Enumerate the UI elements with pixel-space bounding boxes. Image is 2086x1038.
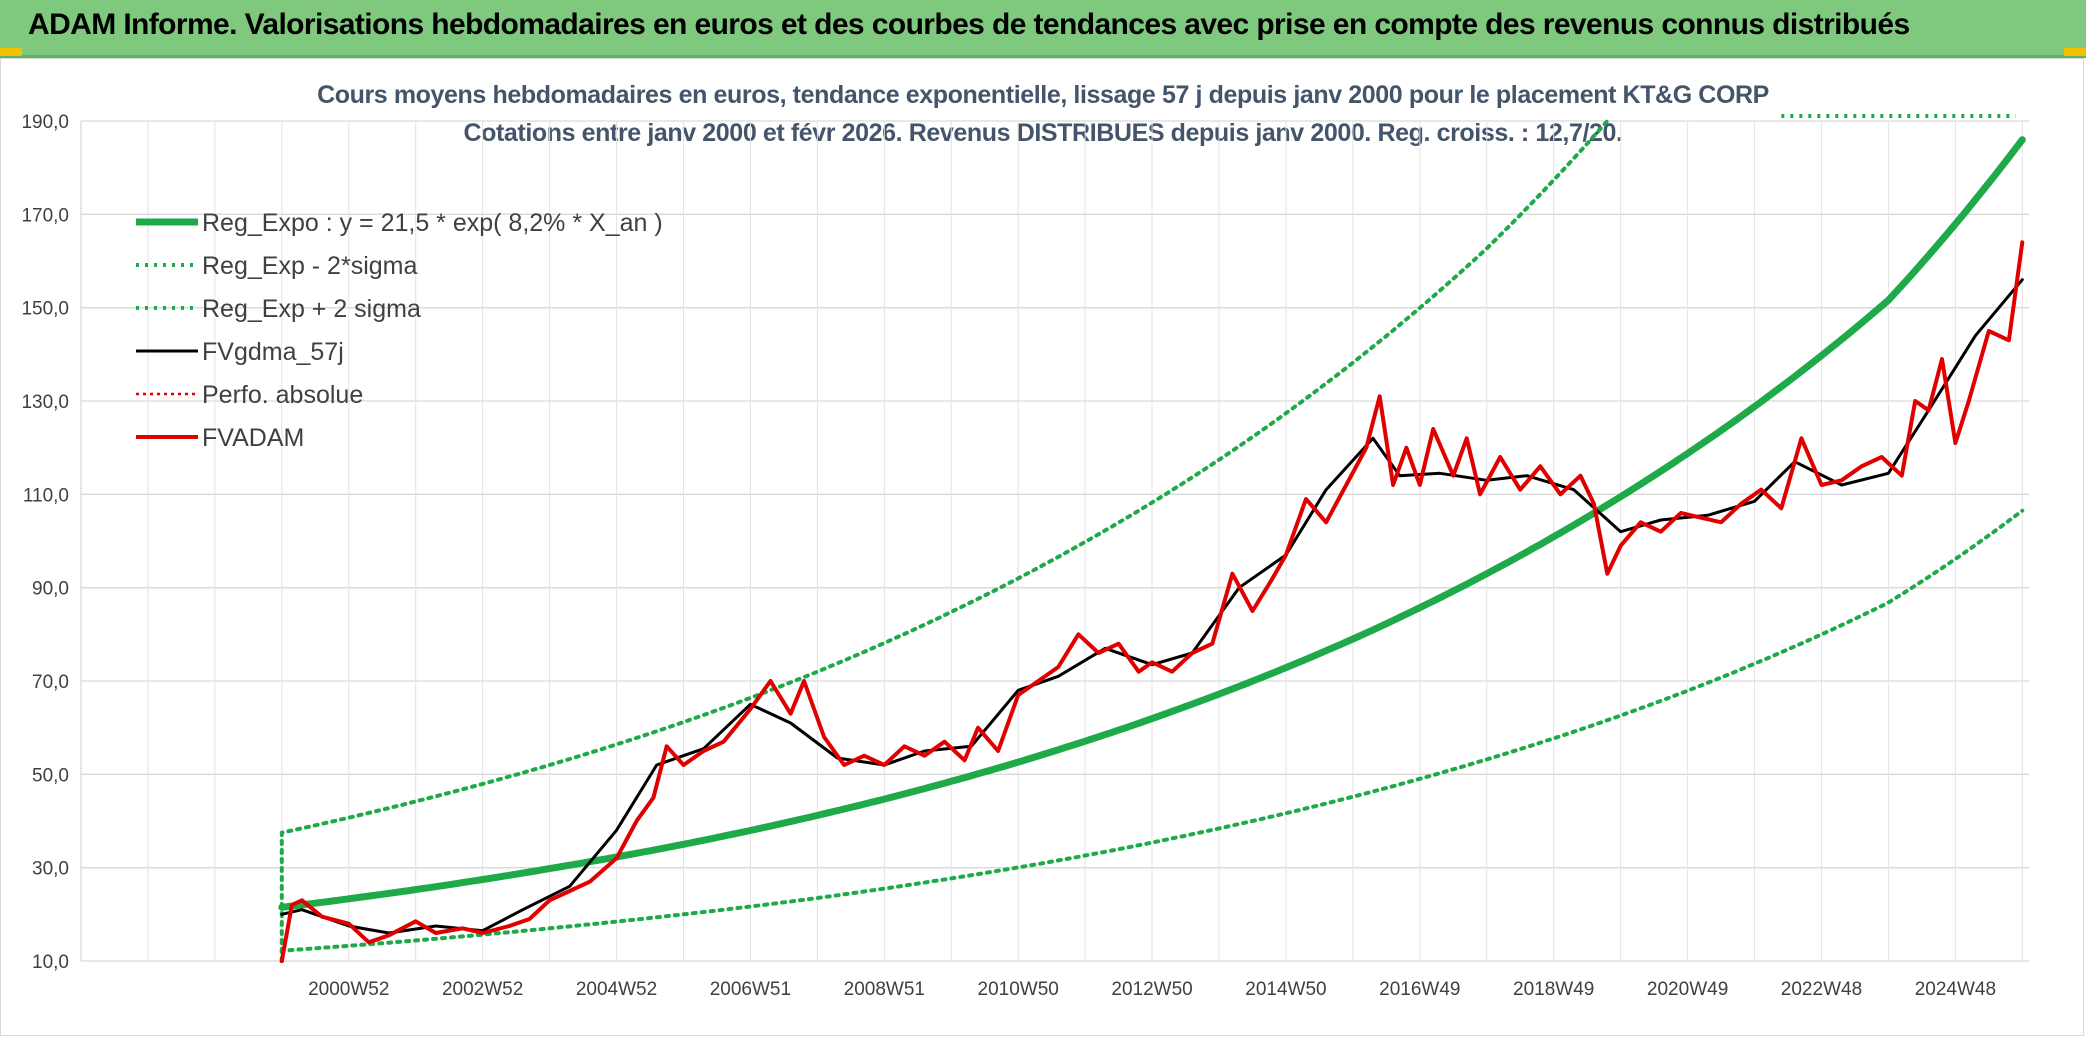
x-tick-label: 2010W50 bbox=[978, 979, 1059, 1000]
legend-label: Reg_Expo : y = 21,5 * exp( 8,2% * X_an ) bbox=[202, 209, 663, 237]
x-tick-label: 2024W48 bbox=[1915, 979, 1996, 1000]
y-tick-label: 30,0 bbox=[32, 859, 69, 880]
y-tick-label: 130,0 bbox=[21, 392, 69, 413]
x-tick-label: 2012W50 bbox=[1111, 979, 1192, 1000]
x-tick-label: 2002W52 bbox=[442, 979, 523, 1000]
x-tick-label: 2016W49 bbox=[1379, 979, 1460, 1000]
legend-label: FVADAM bbox=[202, 424, 304, 452]
legend-label: Perfo. absolue bbox=[202, 381, 363, 409]
x-tick-label: 2022W48 bbox=[1781, 979, 1862, 1000]
series-reg-exp-plus-2sigma bbox=[279, 119, 1610, 963]
y-tick-label: 90,0 bbox=[32, 579, 69, 600]
legend: Reg_Expo : y = 21,5 * exp( 8,2% * X_an )… bbox=[136, 209, 663, 452]
series-reg-exp-minus-2sigma bbox=[279, 508, 2025, 963]
y-tick-label: 170,0 bbox=[21, 205, 69, 226]
series-reg-expo bbox=[278, 136, 2026, 911]
y-tick-label: 10,0 bbox=[32, 952, 69, 973]
chart-subtitle-line2: Cotations entre janv 2000 et févr 2026. … bbox=[463, 119, 1622, 147]
x-tick-label: 2004W52 bbox=[576, 979, 657, 1000]
legend-label: Reg_Exp + 2 sigma bbox=[202, 295, 421, 323]
x-tick-label: 2006W51 bbox=[710, 979, 791, 1000]
line-chart: Cours moyens hebdomadaires en euros, ten… bbox=[21, 81, 2029, 1000]
chart-subtitle-line1: Cours moyens hebdomadaires en euros, ten… bbox=[317, 81, 1769, 109]
y-tick-label: 150,0 bbox=[21, 299, 69, 320]
grid bbox=[80, 120, 2029, 962]
axes: 10,0 30,0 50,0 70,0 90,0 110,0 130,0 150,0 170,0… bbox=[21, 112, 1996, 1000]
x-tick-label: 2014W50 bbox=[1245, 979, 1326, 1000]
y-tick-label: 50,0 bbox=[32, 765, 69, 786]
chart-area: Cours moyens hebdomadaires en euros, ten… bbox=[0, 58, 2084, 1036]
title-bar-corner-left bbox=[0, 48, 22, 56]
y-tick-label: 70,0 bbox=[32, 672, 69, 693]
x-tick-label: 2018W49 bbox=[1513, 979, 1594, 1000]
title-bar-corner-right bbox=[2064, 48, 2086, 56]
y-tick-label: 190,0 bbox=[21, 112, 69, 133]
x-tick-label: 2020W49 bbox=[1647, 979, 1728, 1000]
y-tick-label: 110,0 bbox=[23, 485, 69, 506]
title-bar: ADAM Informe. Valorisations hebdomadaire… bbox=[0, 0, 2086, 58]
legend-label: Reg_Exp - 2*sigma bbox=[202, 252, 417, 280]
series-fvadam bbox=[279, 240, 2025, 963]
page-title: ADAM Informe. Valorisations hebdomadaire… bbox=[28, 8, 1910, 41]
legend-label: FVgdma_57j bbox=[202, 338, 344, 366]
series-lines bbox=[278, 114, 2026, 963]
x-tick-label: 2008W51 bbox=[844, 979, 925, 1000]
x-tick-label: 2000W52 bbox=[308, 979, 389, 1000]
